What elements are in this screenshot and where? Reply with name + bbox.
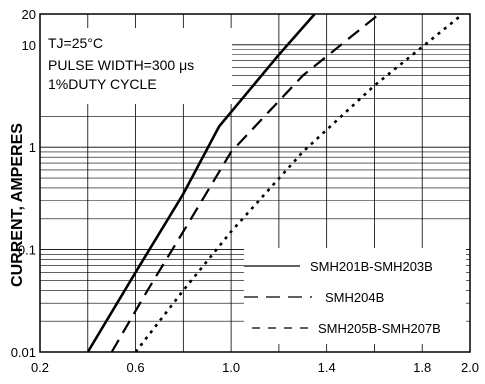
y-tick-label: 1 [29, 140, 36, 155]
x-tick-labels: 0.2 0.6 1.0 1.4 1.8 2.0 [31, 360, 479, 375]
legend-label-smh201b-smh203b: SMH201B-SMH203B [310, 259, 433, 274]
series-line-smh201b-smh203b [86, 13, 316, 353]
y-tick-label: 20 [22, 7, 36, 22]
y-axis-label: CURRENT, AMPERES [9, 123, 26, 287]
y-tick-label: 10 [22, 38, 36, 53]
x-tick-label: 1.8 [413, 360, 431, 375]
y-tick-labels: 0.01 0.1 1 10 20 [11, 7, 36, 360]
series-layer [86, 12, 464, 353]
legend-box [244, 248, 466, 344]
annotation-box [40, 28, 232, 104]
annotation-duty-cycle: 1%DUTY CYCLE [48, 76, 157, 92]
annotation-pulse-width: PULSE WIDTH=300 μs [48, 57, 194, 73]
x-tick-label: 0.6 [127, 360, 145, 375]
x-tick-label: 1.4 [318, 360, 336, 375]
legend-label-smh205b-smh207b: SMH205B-SMH207B [318, 321, 441, 336]
y-tick-label: 0.01 [11, 345, 36, 360]
x-tick-label: 2.0 [461, 360, 479, 375]
annotation-tj: TJ=25°C [48, 35, 103, 51]
legend: SMH201B-SMH203B SMH204B SMH205B-SMH207B [244, 259, 441, 336]
legend-label-smh204b: SMH204B [325, 290, 384, 305]
x-tick-label: 0.2 [31, 360, 49, 375]
y-tick-label: 0.1 [18, 243, 36, 258]
x-tick-label: 1.0 [222, 360, 240, 375]
series-line-smh204b [110, 13, 380, 353]
plot-frame [39, 13, 471, 353]
series-line-smh205b-smh207b [134, 12, 464, 353]
